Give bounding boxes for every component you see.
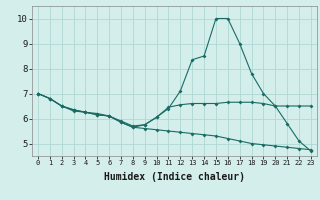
- X-axis label: Humidex (Indice chaleur): Humidex (Indice chaleur): [104, 172, 245, 182]
